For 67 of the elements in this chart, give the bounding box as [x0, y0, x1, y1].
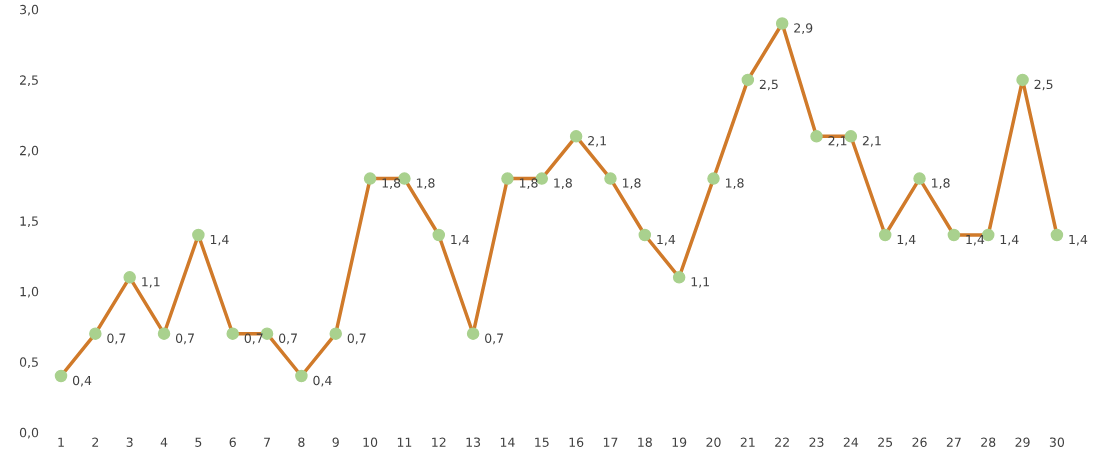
y-tick-label: 1,0: [20, 286, 39, 298]
x-tick-label: 30: [1049, 437, 1065, 447]
data-label: 2,1: [862, 136, 881, 147]
x-tick-label: 22: [775, 437, 789, 447]
data-label: 0,7: [244, 333, 263, 345]
x-tick-label: 16: [569, 437, 584, 447]
x-tick-label: 10: [363, 437, 378, 447]
data-label: 0,7: [175, 333, 194, 345]
data-label: 1,4: [966, 234, 985, 246]
data-label: 1,4: [1069, 234, 1088, 246]
data-label: 2,1: [828, 136, 847, 147]
data-label: 2,5: [1034, 79, 1053, 91]
data-label: 1,4: [1000, 234, 1019, 246]
x-tick-label: 23: [809, 437, 824, 447]
y-tick-label: 3,0: [20, 4, 39, 16]
data-label: 0,7: [485, 333, 504, 345]
x-tick-label: 26: [912, 437, 927, 447]
x-tick-label: 25: [878, 437, 893, 447]
x-tick-label: 8: [298, 437, 305, 447]
x-tick-label: 11: [397, 437, 412, 447]
x-tick-label: 14: [500, 437, 515, 447]
data-label: 2,1: [588, 136, 606, 147]
data-label: 0,7: [278, 333, 297, 345]
x-tick-label: 24: [843, 437, 859, 447]
data-label: 1,8: [622, 178, 641, 190]
x-tick-label: 15: [535, 437, 549, 447]
data-label: 1,8: [725, 178, 744, 190]
data-label: 1,4: [897, 234, 916, 246]
x-tick-label: 20: [706, 437, 721, 447]
x-tick-label: 17: [603, 437, 618, 447]
x-tick-label: 29: [1015, 437, 1030, 447]
data-label: 0,4: [72, 375, 92, 387]
x-tick-label: 27: [946, 437, 961, 447]
y-tick-label: 0,0: [19, 427, 39, 439]
data-label: 1,4: [210, 234, 229, 246]
x-tick-label: 13: [466, 437, 481, 447]
x-tick-label: 4: [160, 437, 168, 447]
x-tick-label: 1: [58, 437, 64, 447]
data-label: 1,8: [519, 178, 538, 190]
y-tick-label: 1,5: [20, 216, 38, 228]
data-label: 1,8: [416, 178, 435, 190]
x-tick-label: 28: [981, 437, 996, 447]
x-tick-label: 12: [432, 437, 446, 447]
y-tick-label: 0,5: [19, 357, 38, 369]
x-tick-label: 9: [332, 437, 339, 447]
data-label: 1,8: [932, 178, 950, 190]
data-label: 1,8: [382, 178, 401, 190]
data-label: 1,1: [142, 277, 160, 288]
x-tick-label: 3: [126, 437, 133, 447]
x-tick-label: 19: [672, 437, 687, 447]
x-tick-label: 18: [638, 437, 652, 447]
y-tick-label: 2,5: [20, 75, 38, 87]
data-label: 1,1: [691, 277, 709, 288]
data-label: 1,8: [554, 178, 572, 190]
data-label: 1,4: [657, 234, 676, 246]
y-tick-label: 2,0: [20, 145, 39, 157]
data-label: 2,9: [794, 23, 813, 34]
data-label: 1,4: [451, 234, 470, 246]
x-tick-label: 21: [740, 437, 755, 447]
x-tick-label: 7: [264, 437, 270, 447]
x-tick-label: 2: [92, 437, 99, 447]
data-label: 0,4: [313, 375, 332, 387]
data-label: 0,7: [107, 333, 126, 345]
data-label: 0,7: [347, 333, 366, 345]
data-label: 2,5: [759, 79, 778, 91]
x-tick-label: 5: [195, 437, 202, 447]
x-tick-label: 6: [229, 437, 236, 447]
